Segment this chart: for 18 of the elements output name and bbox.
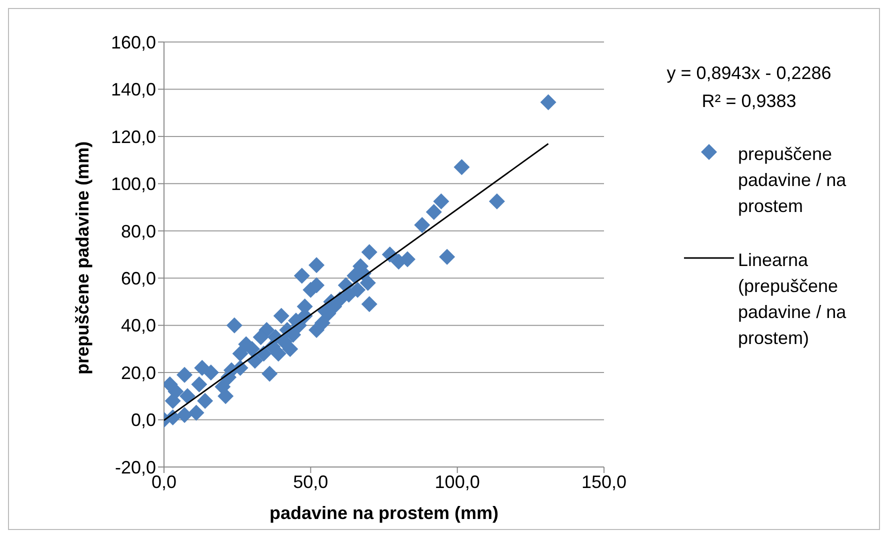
y-tick-label: 60,0	[120, 268, 156, 288]
y-tick-label: 0,0	[130, 410, 156, 430]
y-tick-label: 20,0	[120, 362, 156, 383]
x-tick-label: 150,0	[581, 472, 627, 492]
y-tick-label: 160,0	[110, 32, 156, 52]
y-tick-label: 140,0	[110, 80, 156, 100]
x-tick-label: 50,0	[293, 472, 328, 492]
x-tick-label: 100,0	[434, 472, 480, 492]
y-tick-label: 80,0	[120, 221, 156, 242]
x-axis-title: padavine na prostem (mm)	[269, 503, 499, 523]
y-tick-label: 120,0	[110, 126, 156, 147]
y-tick-label: 100,0	[110, 174, 156, 194]
legend-label: Linearna (prepuščene padavine / na prostem)	[738, 249, 848, 350]
text: y = 0,8943x - 0,2286	[666, 62, 832, 85]
text: R² = 0,9383	[700, 90, 798, 113]
legend-label: prepuščene padavine / na prostem	[738, 143, 848, 218]
y-axis-title: prepuščene padavine (mm)	[72, 141, 92, 374]
y-tick-label: 40,0	[120, 316, 156, 336]
